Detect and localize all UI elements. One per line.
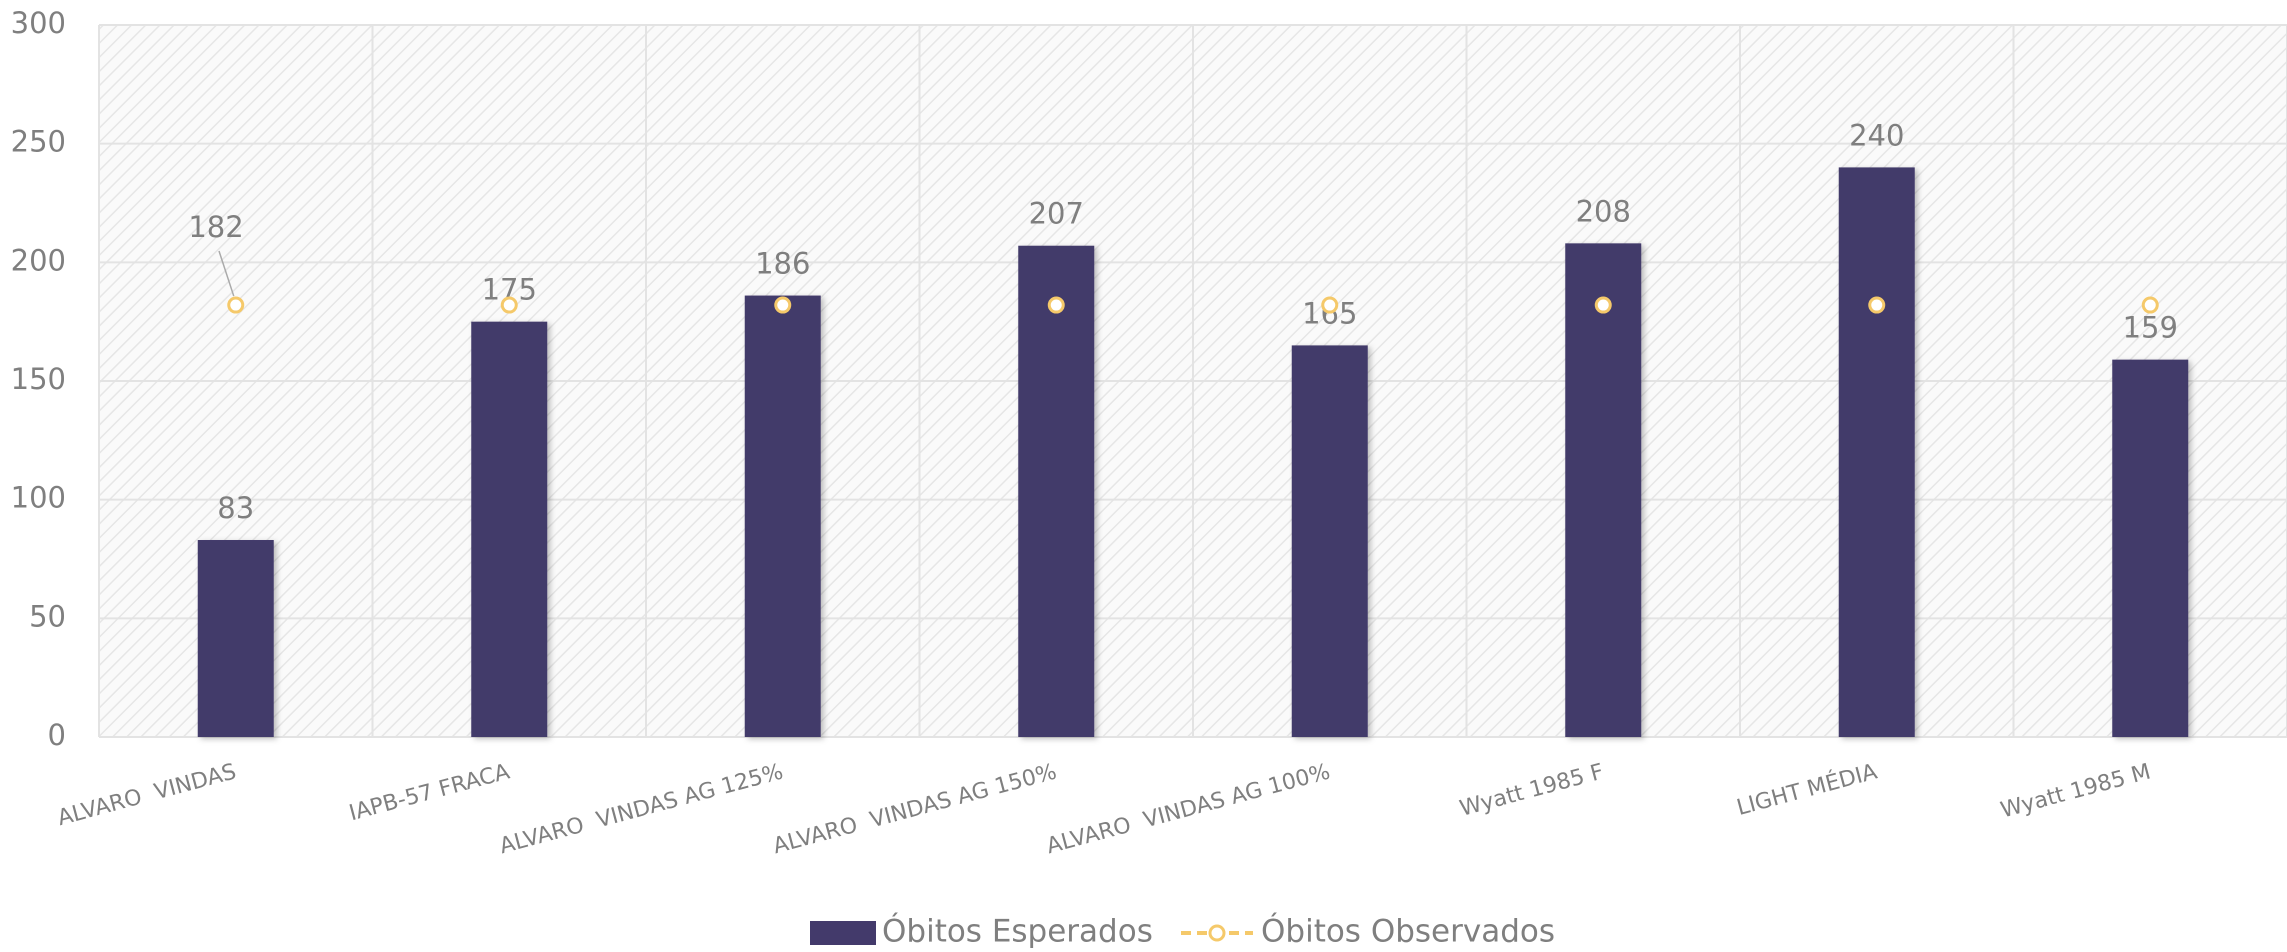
- legend-label: Óbitos Observados: [1261, 913, 1555, 950]
- x-tick-label: ALVARO VINDAS AG 125%: [497, 759, 786, 859]
- bar: [197, 540, 274, 737]
- data-label: 208: [1576, 194, 1631, 228]
- y-tick-label: 100: [11, 481, 66, 515]
- legend-marker: [1208, 924, 1226, 942]
- data-label: 240: [1849, 118, 1904, 152]
- data-label: 83: [217, 491, 254, 525]
- bar: [1018, 245, 1095, 737]
- bar: [2112, 359, 2189, 737]
- bar: [1565, 243, 1642, 737]
- x-tick-label: Wyatt 1985 F: [1457, 759, 1606, 821]
- legend-label: Óbitos Esperados: [882, 913, 1153, 950]
- x-tick-label: ALVARO VINDAS AG 150%: [771, 759, 1060, 859]
- bar: [744, 295, 821, 737]
- x-tick-label: Wyatt 1985 M: [1998, 759, 2153, 823]
- line-marker: [1321, 296, 1339, 314]
- data-label: 186: [755, 247, 810, 281]
- y-tick-label: 300: [11, 6, 66, 40]
- leader-line: [218, 250, 235, 297]
- line-marker: [227, 296, 245, 314]
- data-label: 159: [2123, 311, 2178, 345]
- bar: [1838, 167, 1915, 737]
- line-marker: [2141, 296, 2159, 314]
- line-marker: [500, 296, 518, 314]
- y-tick-label: 50: [29, 599, 66, 633]
- y-tick-label: 200: [11, 243, 66, 277]
- x-tick-label: ALVARO VINDAS AG 100%: [1044, 759, 1333, 859]
- x-tick-label: LIGHT MÉDIA: [1734, 758, 1880, 820]
- legend-swatch: [810, 921, 876, 945]
- data-label: 207: [1029, 197, 1084, 231]
- bar: [1291, 345, 1368, 737]
- line-marker: [1594, 296, 1612, 314]
- bar: [471, 321, 548, 737]
- y-tick-label: 250: [11, 125, 66, 159]
- data-label: 182: [188, 210, 243, 244]
- x-tick-label: IAPB-57 FRACA: [347, 759, 513, 826]
- y-tick-label: 150: [11, 362, 66, 396]
- x-tick-label: ALVARO VINDAS: [55, 759, 239, 831]
- line-marker: [774, 296, 792, 314]
- y-tick-label: 0: [48, 718, 66, 752]
- line-marker: [1868, 296, 1886, 314]
- line-marker: [1047, 296, 1065, 314]
